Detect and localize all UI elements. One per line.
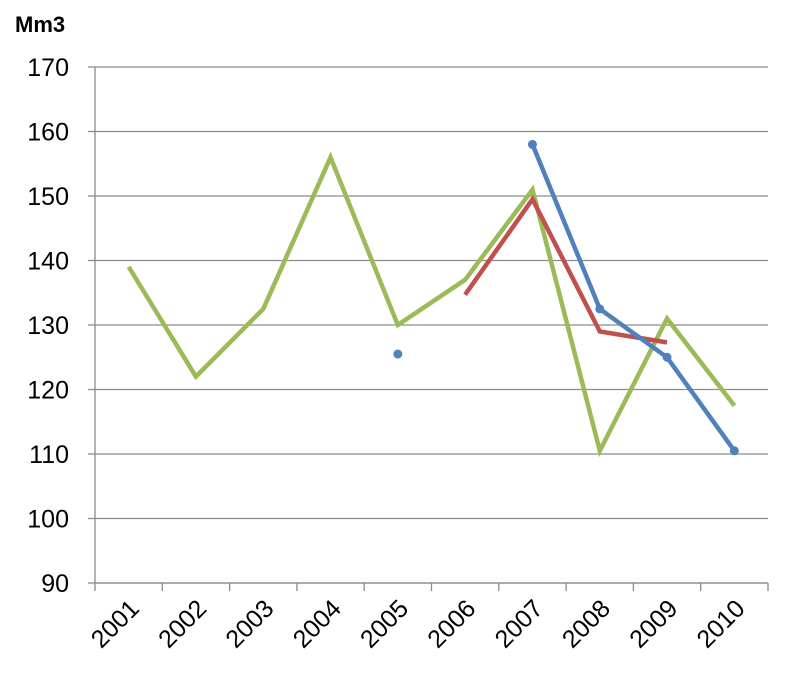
y-tick-label-110: 110 — [29, 441, 69, 469]
x-tick-label-2006: 2006 — [422, 594, 481, 653]
x-tick-labels: 2001 2002 2003 2004 2005 2006 2007 2008 2009 2010 — [86, 594, 751, 653]
gridlines — [95, 66, 768, 584]
y-tick-label-170: 170 — [27, 54, 69, 82]
series-2-line-1 — [530, 143, 737, 453]
y-tick-label-140: 140 — [27, 248, 69, 276]
series-0-line-0 — [126, 151, 737, 458]
y-axis-label: Mm3 — [15, 12, 65, 37]
series-2-point-2008 — [595, 304, 605, 314]
series-2-point-2010 — [729, 446, 739, 456]
axes — [88, 66, 769, 591]
y-tick-label-90: 90 — [41, 570, 69, 598]
series-group — [126, 139, 739, 458]
x-tick-label-2007: 2007 — [490, 594, 549, 653]
series-1-line-0 — [463, 194, 668, 345]
x-tick-label-2005: 2005 — [355, 594, 414, 653]
y-tick-label-130: 130 — [27, 312, 69, 340]
x-tick-label-2004: 2004 — [288, 594, 347, 653]
y-tick-labels: 90 100 110 120 130 140 150 160 170 — [27, 54, 69, 598]
x-tick-label-2009: 2009 — [624, 594, 683, 653]
series-2-point-2005 — [393, 349, 403, 359]
x-tick-label-2010: 2010 — [691, 594, 750, 653]
series-2-point-2007 — [527, 139, 537, 149]
y-tick-label-120: 120 — [27, 377, 69, 405]
x-tick-label-2001: 2001 — [86, 594, 145, 653]
series-2-point-2009 — [662, 352, 672, 362]
x-tick-label-2008: 2008 — [557, 594, 616, 653]
y-tick-label-150: 150 — [27, 183, 69, 211]
y-tick-label-160: 160 — [27, 119, 69, 147]
x-tick-label-2002: 2002 — [153, 594, 212, 653]
x-tick-label-2003: 2003 — [220, 594, 279, 653]
y-tick-label-100: 100 — [27, 506, 69, 534]
